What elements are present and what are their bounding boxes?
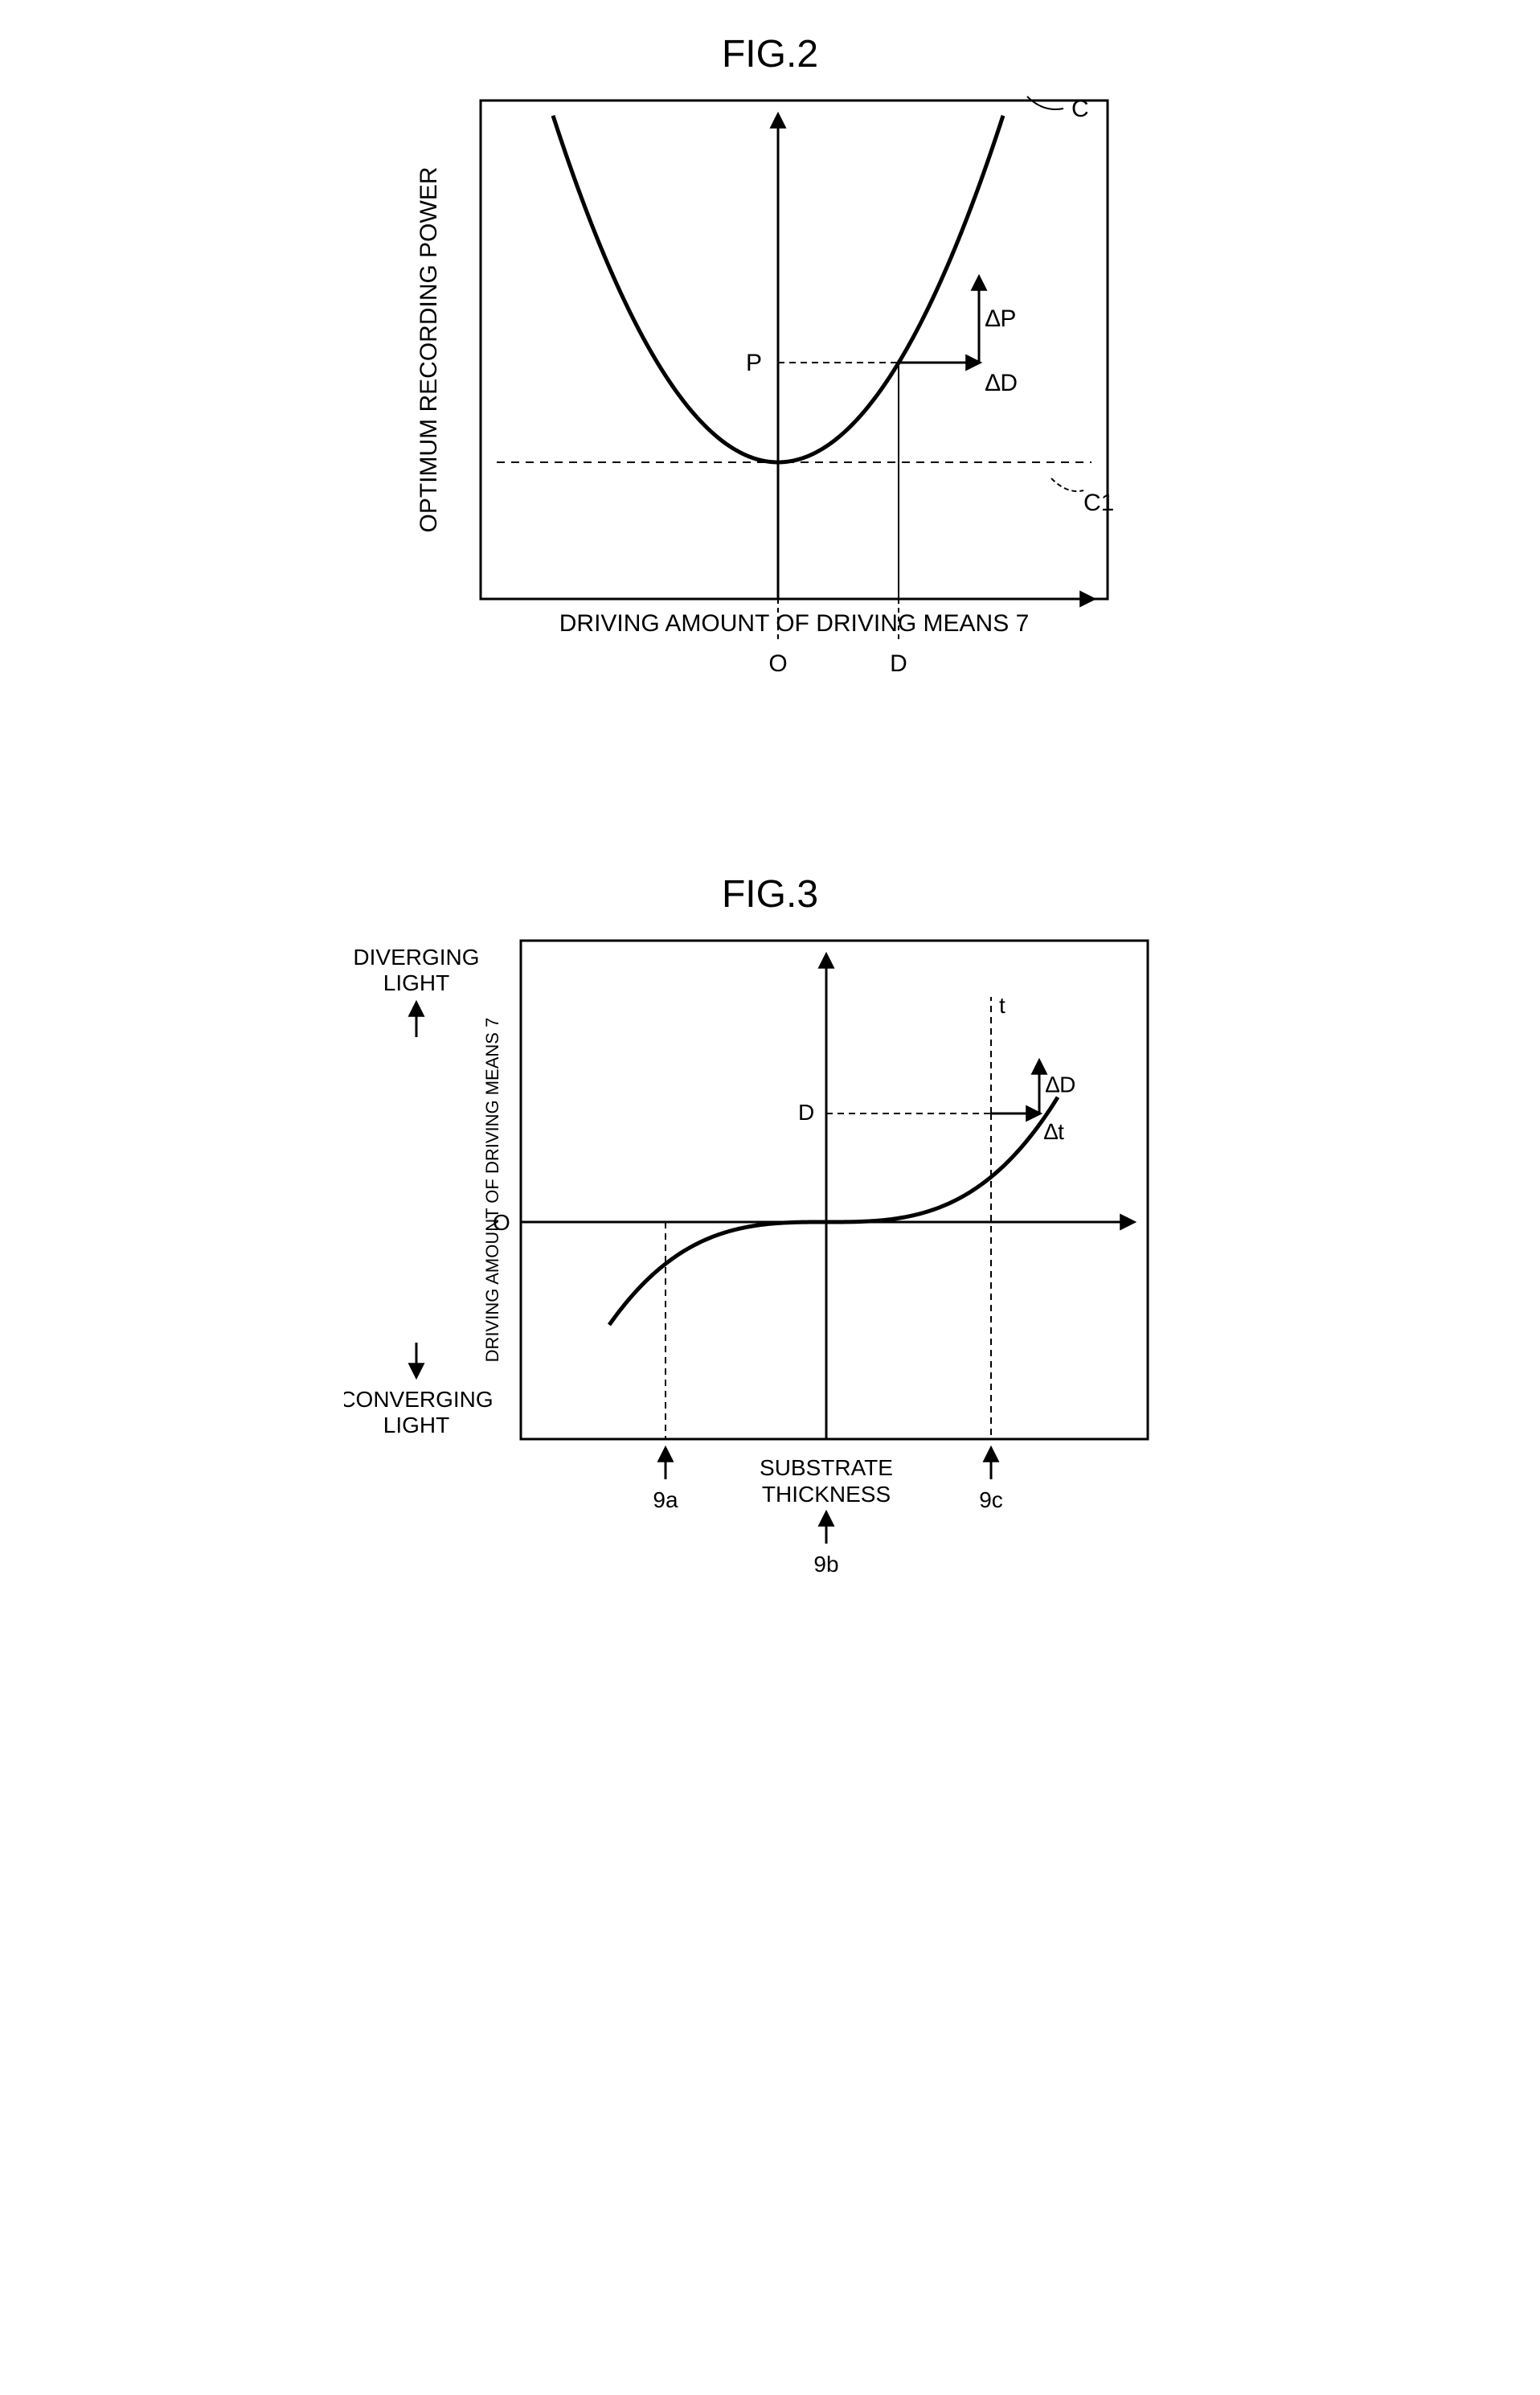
fig3-title: FIG.3 xyxy=(344,872,1196,917)
svg-text:LIGHT: LIGHT xyxy=(383,970,449,995)
svg-text:DIVERGING: DIVERGING xyxy=(353,945,479,970)
svg-text:THICKNESS: THICKNESS xyxy=(762,1482,891,1507)
figure-2: FIG.2 C C1 P ∆D ∆P DRIVING AMOUNT OF DRIVING … xyxy=(384,32,1156,712)
svg-text:9c: 9c xyxy=(979,1487,1003,1512)
svg-text:CONVERGING: CONVERGING xyxy=(344,1387,494,1412)
svg-text:C1: C1 xyxy=(1083,490,1114,516)
svg-text:∆D: ∆D xyxy=(1046,1072,1075,1097)
svg-text:t: t xyxy=(999,993,1006,1018)
svg-text:O: O xyxy=(768,650,787,677)
svg-text:D: D xyxy=(798,1100,814,1125)
svg-text:∆D: ∆D xyxy=(985,370,1018,396)
svg-text:∆t: ∆t xyxy=(1044,1119,1064,1144)
svg-text:∆P: ∆P xyxy=(985,306,1016,332)
fig3-chart: Dt∆t∆DO9a9cSUBSTRATETHICKNESS9bDRIVING A… xyxy=(344,925,1196,1584)
svg-text:9b: 9b xyxy=(813,1552,838,1577)
fig2-title: FIG.2 xyxy=(384,32,1156,76)
svg-text:OPTIMUM RECORDING POWER: OPTIMUM RECORDING POWER xyxy=(416,167,442,533)
svg-text:DRIVING AMOUNT OF DRIVING MEAN: DRIVING AMOUNT OF DRIVING MEANS 7 xyxy=(482,1018,502,1363)
svg-text:SUBSTRATE: SUBSTRATE xyxy=(760,1455,893,1480)
svg-text:LIGHT: LIGHT xyxy=(383,1413,449,1437)
figure-3: FIG.3 Dt∆t∆DO9a9cSUBSTRATETHICKNESS9bDRI… xyxy=(344,872,1196,1584)
svg-text:DRIVING AMOUNT OF DRIVING MEAN: DRIVING AMOUNT OF DRIVING MEANS 7 xyxy=(559,610,1030,637)
svg-text:9a: 9a xyxy=(653,1487,678,1512)
svg-text:D: D xyxy=(890,650,907,677)
svg-text:P: P xyxy=(746,350,762,376)
fig2-chart: C C1 P ∆D ∆P DRIVING AMOUNT OF DRIVING MEANS … xyxy=(384,84,1156,712)
svg-text:C: C xyxy=(1071,96,1089,122)
